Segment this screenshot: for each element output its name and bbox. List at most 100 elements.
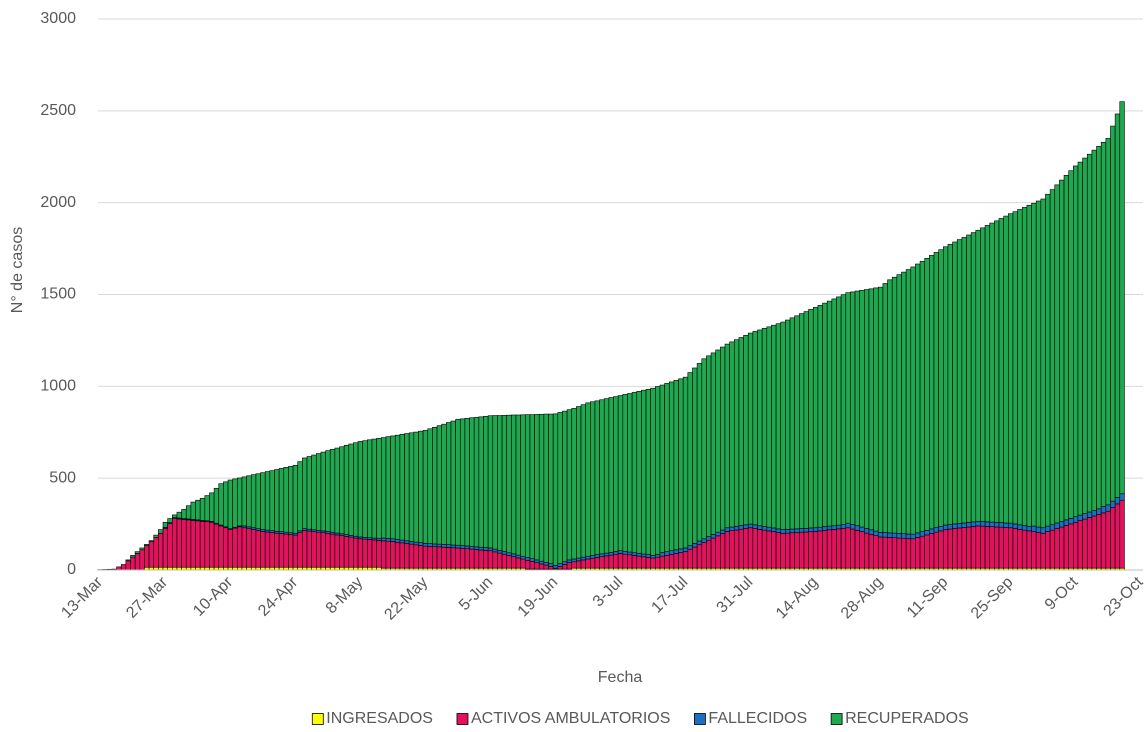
- bar-segment: [692, 546, 698, 569]
- bar-segment: [622, 394, 628, 552]
- bar-segment: [302, 530, 308, 568]
- bar-segment: [687, 545, 693, 550]
- bar-segment: [845, 292, 851, 524]
- bar-segment: [1035, 526, 1042, 533]
- bar-segment: [534, 559, 540, 563]
- bar-segment: [970, 521, 977, 527]
- x-tick-label: 3-Jul: [590, 574, 627, 611]
- bar-segment: [190, 501, 196, 520]
- bar-segment: [580, 556, 586, 561]
- bar-segment: [761, 529, 768, 569]
- bar-segment: [850, 291, 856, 525]
- bar-segment: [701, 542, 707, 569]
- bar-segment: [706, 355, 712, 537]
- bar-segment: [1026, 525, 1032, 532]
- bar-segment: [408, 541, 415, 545]
- bar-segment: [747, 527, 754, 569]
- bar-segment: [966, 526, 972, 569]
- bar-segment: [557, 566, 563, 570]
- bar-segment: [817, 530, 823, 569]
- bar-segment: [209, 492, 215, 522]
- bar-segment: [148, 540, 155, 542]
- bar-segment: [329, 533, 336, 568]
- bar-segment: [873, 530, 879, 536]
- bar-segment: [641, 556, 647, 569]
- bar-segment: [891, 537, 898, 569]
- bar-segment: [668, 554, 675, 569]
- bar-segment: [882, 536, 888, 569]
- bar-segment: [325, 450, 331, 532]
- bar-segment: [817, 305, 823, 528]
- bar-segment: [803, 311, 809, 529]
- bar-segment: [538, 413, 545, 562]
- bar-segment: [608, 552, 614, 556]
- bar-segment: [408, 543, 415, 569]
- bar-segment: [1114, 503, 1121, 569]
- bar-segment: [942, 246, 949, 526]
- bar-segment: [901, 537, 907, 569]
- bar-segment: [524, 414, 531, 558]
- bar-segment: [603, 398, 610, 554]
- bar-segment: [1063, 519, 1069, 526]
- bar-segment: [153, 537, 159, 568]
- bar-segment: [613, 396, 619, 552]
- bar-segment: [515, 414, 521, 556]
- bar-segment: [548, 413, 554, 564]
- bar-segment: [938, 249, 944, 527]
- bar-segment: [511, 414, 517, 555]
- bar-segment: [980, 525, 986, 569]
- bar-segment: [390, 538, 396, 542]
- bar-segment: [524, 559, 531, 570]
- bar-segment: [947, 244, 953, 525]
- bar-segment: [469, 548, 475, 569]
- bar-segment: [799, 528, 805, 533]
- bar-segment: [1068, 523, 1074, 569]
- x-tick-label: 31-Jul: [714, 574, 757, 617]
- bar-segment: [845, 527, 851, 569]
- bar-segment: [989, 526, 995, 569]
- bar-segment: [1017, 209, 1023, 526]
- bar-segment: [808, 531, 814, 569]
- bar-segment: [1003, 215, 1009, 524]
- y-tick-label: 0: [67, 561, 76, 578]
- bar-segment: [227, 529, 233, 568]
- bar-segment: [1082, 518, 1088, 569]
- bar-segment: [1100, 141, 1107, 507]
- bar-segment: [803, 531, 809, 569]
- x-tick-label: 10-Apr: [190, 573, 236, 619]
- legend-item: INGRESADOS: [311, 710, 433, 727]
- bar-segment: [826, 529, 833, 569]
- bar-segment: [446, 547, 452, 569]
- bar-segment: [394, 434, 401, 540]
- bar-segment: [1082, 513, 1088, 520]
- bar-segment: [789, 532, 795, 569]
- bar-segment: [1077, 161, 1083, 516]
- bars: [97, 101, 1125, 571]
- bar-segment: [761, 327, 768, 527]
- bar-segment: [692, 543, 698, 548]
- bar-segment: [255, 530, 261, 568]
- bar-segment: [246, 475, 252, 528]
- bar-segment: [292, 534, 299, 568]
- bar-segment: [636, 390, 642, 554]
- bar-segment: [854, 290, 860, 527]
- bar-segment: [729, 530, 735, 569]
- bar-segment: [613, 553, 619, 569]
- bar-segment: [125, 560, 131, 571]
- bar-segment: [306, 456, 312, 530]
- bar-segment: [441, 423, 447, 545]
- bar-segment: [720, 346, 726, 531]
- bar-segment: [840, 294, 847, 525]
- bar-segment: [339, 446, 345, 535]
- y-tick-label: 1500: [40, 286, 76, 303]
- bar-segment: [724, 531, 730, 569]
- bar-segment: [687, 372, 693, 546]
- bar-segment: [947, 528, 953, 569]
- bar-segment: [548, 563, 554, 567]
- bar-segment: [650, 555, 656, 559]
- bar-segment: [655, 386, 661, 555]
- bar-segment: [1086, 511, 1093, 518]
- legend: INGRESADOS ACTIVOS AMBULATORIOS FALLECIDOS…: [311, 710, 969, 727]
- bar-segment: [1021, 525, 1028, 531]
- legend-item: FALLECIDOS: [694, 710, 807, 727]
